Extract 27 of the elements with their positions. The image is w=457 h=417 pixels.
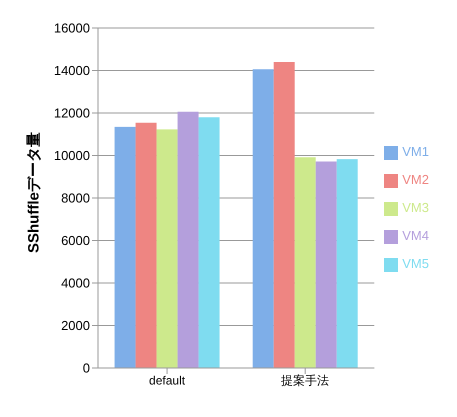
bar (274, 62, 295, 368)
legend-label: VM3 (402, 200, 429, 215)
bar (136, 122, 157, 368)
bar (252, 69, 274, 368)
legend-label: VM1 (402, 144, 429, 159)
bar (198, 117, 220, 368)
bar (114, 126, 136, 368)
legend-label: VM2 (402, 172, 429, 187)
y-tick-label: 12000 (54, 106, 90, 121)
bar (336, 159, 358, 368)
y-tick-label: 10000 (54, 148, 90, 164)
y-tick-label: 6000 (61, 233, 90, 248)
y-tick-label: 0 (82, 360, 90, 376)
y-tick-label: 8000 (61, 190, 90, 206)
bar (294, 157, 316, 368)
bar (316, 161, 337, 368)
x-tick-label: 提案手法 (281, 374, 330, 388)
x-tick-label: default (149, 374, 186, 388)
y-tick-label: 16000 (54, 20, 90, 36)
y-tick-label: 4000 (61, 276, 90, 291)
legend-label: VM5 (402, 256, 429, 271)
bar (178, 112, 199, 368)
legend-label: VM4 (402, 228, 429, 243)
bar (156, 129, 178, 368)
y-tick-label: 14000 (54, 63, 90, 78)
y-axis-title: SShuffleデータ量 (25, 132, 42, 253)
y-tick-label: 2000 (61, 318, 90, 334)
